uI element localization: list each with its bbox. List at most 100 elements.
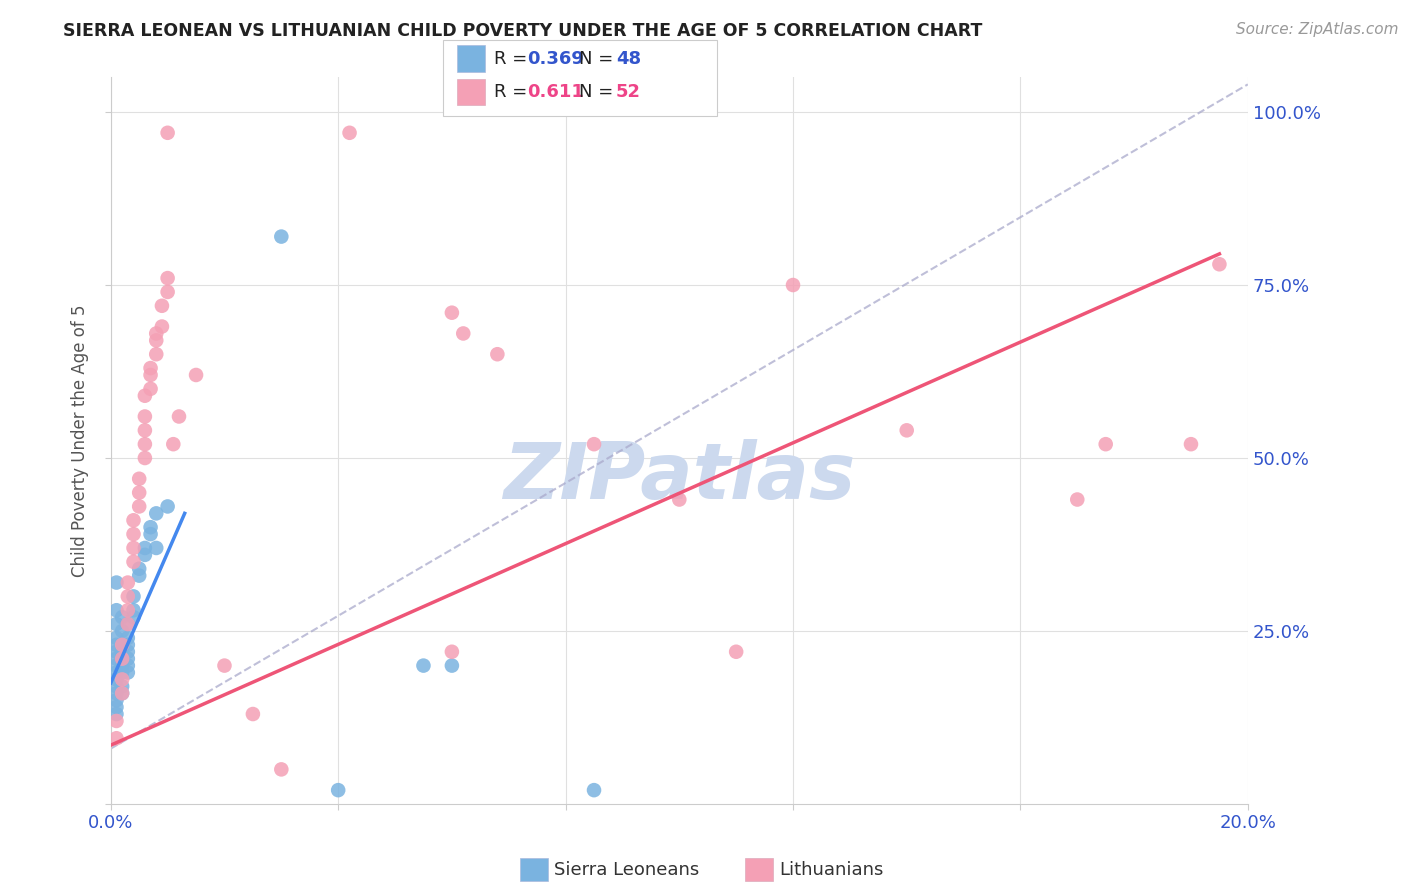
Point xyxy=(167,409,190,424)
Point xyxy=(105,658,128,673)
Point xyxy=(440,658,463,673)
Point xyxy=(111,651,134,665)
Point xyxy=(156,285,179,299)
Point xyxy=(117,617,139,632)
Point xyxy=(105,617,128,632)
Point xyxy=(139,361,162,376)
Point xyxy=(145,334,167,348)
Point xyxy=(134,437,156,451)
Point xyxy=(105,651,128,665)
Point xyxy=(128,472,150,486)
Point xyxy=(122,603,145,617)
Point xyxy=(105,706,128,721)
Text: ZIPatlas: ZIPatlas xyxy=(503,439,855,515)
Point xyxy=(117,590,139,604)
Point xyxy=(145,541,167,555)
Point xyxy=(668,492,690,507)
Point xyxy=(440,306,463,320)
Point xyxy=(150,319,173,334)
Point xyxy=(134,541,156,555)
Point xyxy=(111,638,134,652)
Point xyxy=(134,423,156,437)
Point xyxy=(412,658,434,673)
Point xyxy=(117,603,139,617)
Text: N =: N = xyxy=(579,50,619,68)
Point xyxy=(139,527,162,541)
Point xyxy=(111,624,134,638)
Text: Sierra Leoneans: Sierra Leoneans xyxy=(554,861,699,879)
Point xyxy=(134,409,156,424)
Point xyxy=(1066,492,1088,507)
Point xyxy=(725,645,748,659)
Point xyxy=(328,783,350,797)
Point xyxy=(270,763,292,777)
Point xyxy=(105,603,128,617)
Point xyxy=(1208,257,1230,271)
Y-axis label: Child Poverty Under the Age of 5: Child Poverty Under the Age of 5 xyxy=(72,304,89,577)
Point xyxy=(139,368,162,382)
Point xyxy=(128,562,150,576)
Point xyxy=(122,610,145,624)
Point xyxy=(117,617,139,632)
Point xyxy=(156,126,179,140)
Point xyxy=(105,714,128,728)
Point xyxy=(150,299,173,313)
Point xyxy=(105,645,128,659)
Point xyxy=(134,389,156,403)
Text: Lithuanians: Lithuanians xyxy=(779,861,883,879)
Point xyxy=(105,731,128,746)
Point xyxy=(270,229,292,244)
Text: N =: N = xyxy=(579,83,619,101)
Point xyxy=(111,645,134,659)
Point xyxy=(156,271,179,285)
Point xyxy=(111,665,134,680)
Text: R =: R = xyxy=(494,50,533,68)
Text: 48: 48 xyxy=(616,50,641,68)
Text: 52: 52 xyxy=(616,83,641,101)
Text: 0.611: 0.611 xyxy=(527,83,583,101)
Point xyxy=(111,658,134,673)
Point xyxy=(122,590,145,604)
Point xyxy=(139,382,162,396)
Point xyxy=(122,555,145,569)
Point xyxy=(156,500,179,514)
Point xyxy=(105,638,128,652)
Point xyxy=(105,575,128,590)
Point xyxy=(1180,437,1202,451)
Point xyxy=(117,631,139,645)
Point xyxy=(214,658,236,673)
Point xyxy=(486,347,509,361)
Text: SIERRA LEONEAN VS LITHUANIAN CHILD POVERTY UNDER THE AGE OF 5 CORRELATION CHART: SIERRA LEONEAN VS LITHUANIAN CHILD POVER… xyxy=(63,22,983,40)
Point xyxy=(128,500,150,514)
Point xyxy=(105,665,128,680)
Point xyxy=(134,548,156,562)
Point xyxy=(105,631,128,645)
Point xyxy=(105,700,128,714)
Point xyxy=(117,645,139,659)
Point xyxy=(440,645,463,659)
Point xyxy=(139,520,162,534)
Point xyxy=(339,126,361,140)
Point xyxy=(117,658,139,673)
Text: Source: ZipAtlas.com: Source: ZipAtlas.com xyxy=(1236,22,1399,37)
Point xyxy=(105,679,128,693)
Point xyxy=(111,651,134,665)
Point xyxy=(111,686,134,700)
Point xyxy=(122,541,145,555)
Point xyxy=(145,347,167,361)
Point xyxy=(117,651,139,665)
Point xyxy=(111,686,134,700)
Point xyxy=(111,638,134,652)
Point xyxy=(145,326,167,341)
Point xyxy=(582,783,605,797)
Point xyxy=(162,437,184,451)
Point xyxy=(122,527,145,541)
Point xyxy=(128,485,150,500)
Point xyxy=(128,568,150,582)
Point xyxy=(117,575,139,590)
Point xyxy=(242,706,264,721)
Point xyxy=(582,437,605,451)
Point xyxy=(134,450,156,465)
Point xyxy=(896,423,918,437)
Point xyxy=(117,665,139,680)
